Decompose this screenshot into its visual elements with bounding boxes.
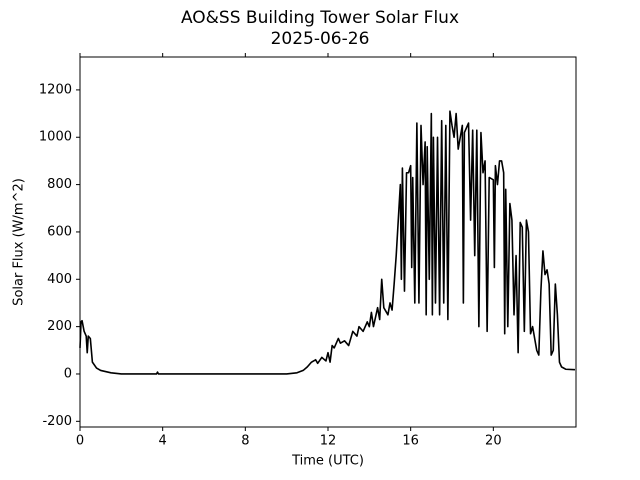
- x-axis-label: Time (UTC): [291, 454, 364, 469]
- chart-title: AO&SS Building Tower Solar Flux: [181, 8, 459, 28]
- chart-subtitle: 2025-06-26: [271, 29, 370, 49]
- plot-frame: [79, 56, 577, 428]
- y-tick-label: 600: [47, 224, 72, 239]
- x-tick-label: 16: [402, 434, 419, 449]
- y-tick-label: 400: [47, 272, 72, 287]
- y-axis-label: Solar Flux (W/m^2): [12, 178, 27, 306]
- x-tick-label: 20: [485, 434, 502, 449]
- y-tick-label: 1200: [39, 82, 72, 97]
- x-tick-label: 8: [241, 434, 249, 449]
- x-tick-label: 4: [159, 434, 167, 449]
- x-tick-label: 0: [76, 434, 84, 449]
- x-tick-label: 12: [320, 434, 337, 449]
- line: [79, 110, 576, 375]
- y-tick-label: -200: [42, 414, 72, 429]
- y-tick-label: 1000: [39, 130, 72, 145]
- y-tick-label: 0: [64, 366, 72, 381]
- y-tick-label: 800: [47, 177, 72, 192]
- y-tick-label: 200: [47, 319, 72, 334]
